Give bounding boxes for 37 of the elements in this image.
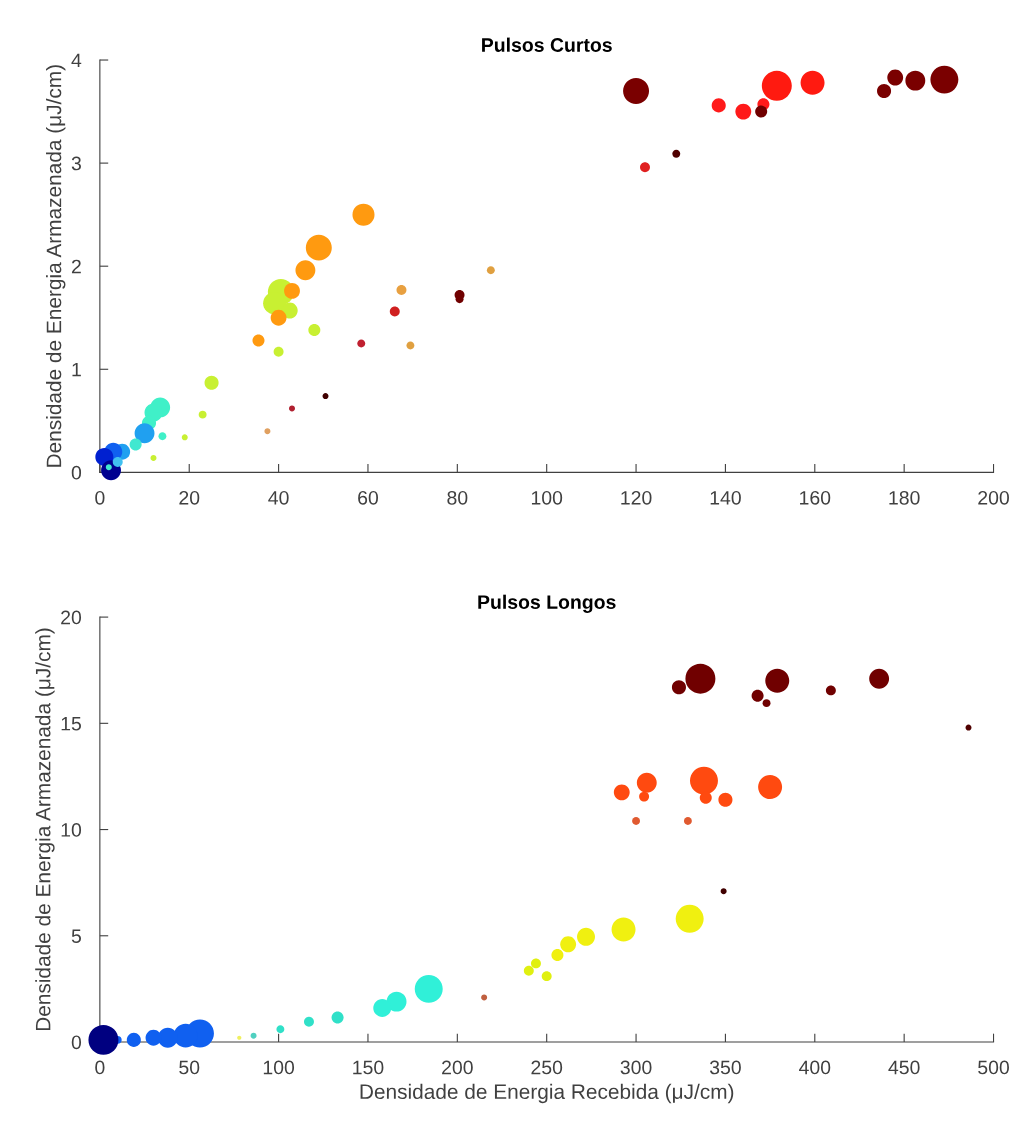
- x-tick-label: 200: [442, 1060, 473, 1075]
- x-tick-label: 450: [888, 1060, 920, 1075]
- x-tick-label: 400: [799, 1060, 831, 1075]
- x-tick-label: 40: [268, 490, 289, 505]
- chart-title: Pulsos Curtos: [482, 37, 612, 52]
- x-tick-label: 500: [978, 1060, 1009, 1075]
- y-tick-label: 0: [71, 465, 82, 480]
- x-tick-label: 50: [179, 1060, 200, 1075]
- x-tick-label: 100: [263, 1060, 295, 1075]
- x-axis-title: Densidade de Energia Recebida (μJ/cm): [360, 1083, 734, 1104]
- x-tick-label: 200: [978, 490, 1009, 505]
- x-tick-label: 250: [531, 1060, 563, 1075]
- y-tick-label: 4: [71, 53, 82, 68]
- x-tick-label: 160: [800, 490, 831, 505]
- y-tick-label: 0: [71, 1035, 82, 1050]
- chart-title: Pulsos Longos: [478, 594, 616, 613]
- y-tick-label: 15: [61, 716, 81, 731]
- y-tick-label: 10: [61, 823, 82, 837]
- x-tick-label: 350: [709, 1060, 741, 1075]
- x-tick-label: 0: [95, 1060, 105, 1075]
- x-tick-label: 180: [889, 490, 920, 505]
- y-axis-title: Densidade de Energia Armazenada (μJ/cm): [46, 65, 66, 467]
- x-tick-label: 120: [621, 490, 652, 505]
- x-tick-label: 300: [620, 1060, 652, 1075]
- y-axis-title: Densidade de Energia Armazenada (μJ/cm): [35, 628, 55, 1031]
- y-tick-label: 2: [71, 259, 81, 274]
- y-tick-label: 3: [71, 156, 81, 171]
- x-tick-label: 60: [358, 490, 379, 505]
- x-tick-label: 20: [179, 490, 200, 505]
- y-tick-label: 20: [61, 610, 82, 625]
- x-tick-label: 140: [710, 490, 741, 505]
- x-tick-label: 80: [447, 490, 468, 505]
- x-tick-label: 0: [95, 490, 105, 505]
- y-tick-label: 5: [71, 929, 81, 944]
- x-tick-label: 100: [531, 490, 563, 505]
- y-tick-label: 1: [72, 362, 81, 377]
- x-tick-label: 150: [353, 1060, 384, 1075]
